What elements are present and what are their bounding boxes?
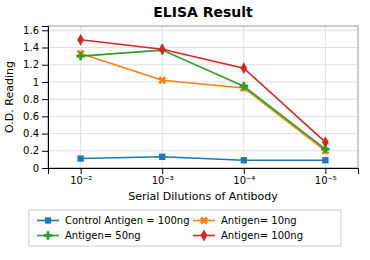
y-tick: 1 (33, 77, 48, 88)
grid-line (48, 47, 358, 48)
y-tick-mark (42, 48, 48, 49)
x-tick-mark (325, 168, 326, 174)
y-tick-mark (42, 65, 48, 66)
x-axis-line (49, 169, 359, 175)
plot: 10⁻² 10⁻³ 10⁻⁴ 10⁻⁵ 0 0.2 0.4 0.6 0.8 1 1.2 1.4 1.6 (23, 25, 358, 186)
x-tick-mark (244, 168, 245, 174)
y-tick: 0.8 (23, 94, 48, 105)
grid-line (48, 116, 358, 117)
y-tick-label: 0.2 (23, 145, 39, 156)
x-axis-title: Serial Dilutions of Antibody (128, 190, 278, 203)
x-tick-label: 10⁻³ (152, 175, 174, 186)
marks (75, 34, 332, 164)
grid-line (48, 150, 358, 151)
y-axis: 0 0.2 0.4 0.6 0.8 1 1.2 1.4 1.6 (23, 25, 48, 174)
point (75, 48, 87, 60)
grid-line (48, 64, 358, 65)
x-tick: 10⁻⁴ (233, 168, 255, 186)
legend-symbol (201, 230, 208, 242)
title: ELISA Result (153, 4, 253, 20)
legend-frame (29, 210, 341, 246)
y-tick: 0.4 (23, 128, 48, 139)
series (77, 34, 329, 148)
legend-item: Antigen= 50ng (37, 230, 141, 241)
grid-line (48, 30, 358, 31)
x-tick: 10⁻³ (152, 168, 174, 186)
point (322, 157, 328, 163)
x-tick-mark (162, 168, 163, 174)
y-tick-label: 0.4 (23, 128, 39, 139)
x-tick-label: 10⁻² (70, 175, 92, 186)
grid-line (243, 26, 244, 168)
point (77, 155, 83, 161)
grid-line (80, 26, 81, 168)
y-tick-label: 1.6 (23, 25, 39, 36)
grid-line (48, 133, 358, 134)
x-axis: 10⁻² 10⁻³ 10⁻⁴ 10⁻⁵ (49, 168, 359, 186)
y-tick: 1.4 (23, 42, 48, 53)
y-tick-label: 1.4 (23, 42, 39, 53)
y-axis-line (42, 27, 49, 169)
y-tick: 1.6 (23, 25, 48, 36)
y-tick-mark (42, 82, 48, 83)
y-tick: 0.2 (23, 145, 48, 156)
legend-item: Antigen= 100ng (193, 230, 303, 242)
point (240, 62, 247, 74)
y-tick-mark (42, 151, 48, 152)
legend-symbol (198, 214, 210, 226)
legend-label: Antigen= 50ng (65, 230, 141, 241)
series-line (81, 50, 326, 149)
series (76, 46, 329, 153)
legend-symbol (45, 217, 51, 223)
y-axis-title: O.D. Reading (3, 61, 16, 133)
y-tick-mark (42, 116, 48, 117)
point (240, 82, 248, 90)
point (76, 52, 84, 60)
legend-item: Control Antigen = 100ng (37, 215, 190, 226)
y-tick-label: 0 (33, 163, 39, 174)
y-tick-label: 1.2 (23, 59, 39, 70)
plot-frame (48, 26, 358, 168)
series (77, 154, 328, 164)
legend-item: Antigen= 10ng (193, 214, 297, 226)
grid-line (48, 81, 358, 82)
x-tick-label: 10⁻⁴ (233, 175, 255, 186)
legend-label: Control Antigen = 100ng (65, 215, 190, 226)
y-tick-mark (42, 168, 48, 169)
legend-label: Antigen= 100ng (221, 230, 303, 241)
point (156, 74, 168, 86)
y-tick-mark (42, 99, 48, 100)
y-tick-mark (42, 134, 48, 135)
grid (48, 26, 358, 168)
point (241, 157, 247, 163)
chart: 10⁻² 10⁻³ 10⁻⁴ 10⁻⁵ 0 0.2 0.4 0.6 0.8 1 1.2 1.4 1.6 E… (0, 0, 370, 260)
point (77, 34, 84, 46)
series-line (81, 157, 326, 160)
series (75, 48, 332, 157)
legend: Control Antigen = 100ng Antigen= 10ng Anti… (29, 210, 341, 246)
x-tick-label: 10⁻⁵ (315, 175, 337, 186)
y-tick-label: 0.6 (23, 111, 39, 122)
series-line (81, 40, 326, 142)
legend-symbol (44, 231, 52, 239)
point (159, 154, 165, 160)
legend-label: Antigen= 10ng (221, 215, 297, 226)
y-tick: 1.2 (23, 59, 48, 70)
y-tick-mark (42, 30, 48, 31)
y-tick-label: 0.8 (23, 94, 39, 105)
x-tick: 10⁻⁵ (315, 168, 337, 186)
point (322, 136, 329, 148)
grid-line (48, 99, 358, 100)
y-tick-label: 1 (33, 77, 39, 88)
point (159, 43, 166, 55)
x-tick: 10⁻² (70, 168, 92, 186)
y-tick: 0.6 (23, 111, 48, 122)
y-tick: 0 (33, 163, 48, 174)
x-tick-mark (81, 168, 82, 174)
